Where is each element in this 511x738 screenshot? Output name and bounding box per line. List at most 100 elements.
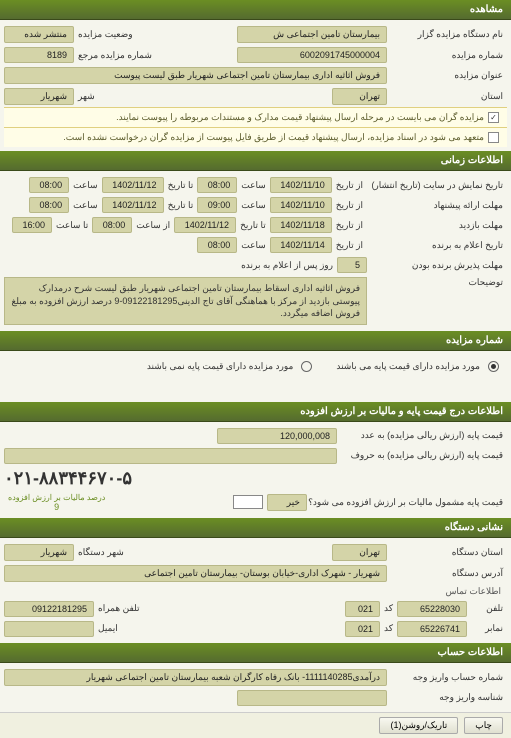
city-label: شهر <box>74 91 99 102</box>
theme-button[interactable]: تاریک/روشن(1) <box>379 717 458 734</box>
radio-opt2[interactable] <box>301 361 312 372</box>
base-num-label: قیمت پایه (ارزش ریالی مزایده) به عدد <box>337 430 507 441</box>
mobile-value: 09122181295 <box>4 601 94 617</box>
r3-h1: 08:00 <box>92 217 132 233</box>
from-date-label3: از تاریخ <box>332 220 367 231</box>
ref-no-label: شماره مزایده مرجع <box>74 50 156 61</box>
ref-no-value: 8189 <box>4 47 74 63</box>
r3-d1: 1402/11/18 <box>270 217 332 233</box>
org-city-label: شهر دستگاه <box>74 547 128 558</box>
section-body-account: شماره حساب واریز وجه درآمدی1111140285- ب… <box>0 663 511 712</box>
base-txt-label: قیمت پایه (ارزش ریالی مزایده) به حروف <box>337 450 507 461</box>
section-body-timing: تاریخ نمایش در سایت (تاریخ انتشار) از تا… <box>0 171 511 331</box>
org-city-value: شهریار <box>4 544 74 561</box>
winner-accept-label: مهلت پذیرش برنده بودن <box>367 260 507 271</box>
org-address-label: آدرس دستگاه <box>387 568 507 579</box>
section-body-partial: مورد مزایده دارای قیمت پایه می باشند مور… <box>0 351 511 402</box>
r2-d1: 1402/11/10 <box>270 197 332 213</box>
section-header-org: نشانی دستگاه <box>0 518 511 538</box>
section-title: مشاهده <box>470 4 503 15</box>
base-num-value: 120,000,008 <box>217 428 337 444</box>
fax-value: 65226741 <box>397 621 467 637</box>
to-date-label3: تا تاریخ <box>236 220 270 231</box>
email-label: ایمیل <box>94 623 122 634</box>
note2-checkbox[interactable] <box>488 132 499 143</box>
from-date-label4: از تاریخ <box>332 240 367 251</box>
r3-d2: 1402/11/12 <box>174 217 236 233</box>
r4-d1: 1402/11/14 <box>270 237 332 253</box>
hour-label3: ساعت <box>237 200 270 211</box>
province-value: تهران <box>332 88 387 105</box>
from-date-label2: از تاریخ <box>332 200 367 211</box>
print-button[interactable]: چاپ <box>464 717 503 734</box>
visit-label: مهلت بازدید <box>367 220 507 231</box>
r1-h2: 08:00 <box>29 177 69 193</box>
organizer-label: نام دستگاه مزایده گزار <box>387 29 507 40</box>
to-date-label2: تا تاریخ <box>164 200 198 211</box>
r5-days: 5 <box>337 257 367 273</box>
radio-opt1[interactable] <box>488 361 499 372</box>
r2-h2: 08:00 <box>29 197 69 213</box>
days-after-label: روز پس از اعلام به برنده <box>237 260 337 271</box>
to-hour-label: تا ساعت <box>52 220 92 231</box>
tender-no-label: شماره مزایده <box>387 50 507 61</box>
r1-d2: 1402/11/12 <box>102 177 164 193</box>
hour-label: ساعت <box>237 180 270 191</box>
hour-label5: ساعت <box>237 240 270 251</box>
vat-extra-box <box>233 495 263 509</box>
radio-opt1-wrap[interactable]: مورد مزایده دارای قیمت پایه می باشند <box>332 361 499 372</box>
section-header-timing: اطلاعات زمانی <box>0 151 511 171</box>
code2-value: 021 <box>345 621 380 637</box>
code1-value: 021 <box>345 601 380 617</box>
r2-h1: 09:00 <box>197 197 237 213</box>
section-title-partial: شماره مزایده <box>446 335 503 346</box>
opt2-label: مورد مزایده دارای قیمت پایه نمی باشند <box>143 361 298 372</box>
from-date-label: از تاریخ <box>332 180 367 191</box>
notify-label: تاریخ اعلام به برنده <box>367 240 507 251</box>
hour-label2: ساعت <box>69 180 102 191</box>
section-body-price: قیمت پایه (ارزش ریالی مزایده) به عدد 120… <box>0 422 511 518</box>
deposit-label: شماره حساب واریز وجه <box>387 672 507 683</box>
page-container: مشاهده نام دستگاه مزایده گزار بیمارستان … <box>0 0 511 738</box>
section-header-price: اطلاعات درج قیمت پایه و مالیات بر ارزش ا… <box>0 402 511 422</box>
tender-no-value: 6002091745000004 <box>237 47 387 63</box>
desc-label: توضیحات <box>367 277 507 288</box>
base-txt-value <box>4 448 337 464</box>
r2-d2: 1402/11/12 <box>102 197 164 213</box>
status-label: وضعیت مزایده <box>74 29 137 40</box>
section-body-info: نام دستگاه مزایده گزار بیمارستان تامین ا… <box>0 20 511 151</box>
vat-q-label: قیمت پایه مشمول مالیات بر ارزش افزوده می… <box>307 497 507 508</box>
section-header-partial: شماره مزایده <box>0 331 511 351</box>
id-label: شناسه واریز وجه <box>387 692 507 703</box>
note-row-2: متعهد می شود در اسناد مزایده، ارسال پیشن… <box>4 127 507 147</box>
from-hour-label: از ساعت <box>132 220 174 231</box>
id-value <box>237 690 387 706</box>
org-address-value: شهریار - شهرک اداری-خیابان بوستان- بیمار… <box>4 565 387 582</box>
contact-sub-header: اطلاعات تماس <box>4 584 507 599</box>
note1-checkbox[interactable]: ✓ <box>488 112 499 123</box>
radio-opt2-wrap[interactable]: مورد مزایده دارای قیمت پایه نمی باشند <box>143 361 313 372</box>
section-header-account: اطلاعات حساب <box>0 643 511 663</box>
org-province-label: استان دستگاه <box>387 547 507 558</box>
mobile-label: تلفن همراه <box>94 603 144 614</box>
section-header-info: مشاهده <box>0 0 511 20</box>
section-title-account: اطلاعات حساب <box>438 647 503 658</box>
code-label2: کد <box>380 623 397 634</box>
section-title-org: نشانی دستگاه <box>445 522 503 533</box>
subject-value: فروش اثاثیه اداری بیمارستان تامین اجتماع… <box>4 67 387 84</box>
proposal-label: مهلت ارائه پیشنهاد <box>367 200 507 211</box>
footer-bar: چاپ تاریک/روشن(1) <box>0 712 511 738</box>
to-date-label: تا تاریخ <box>164 180 198 191</box>
province-label: استان <box>387 91 507 102</box>
organizer-value: بیمارستان تامین اجتماعی ش <box>237 26 387 43</box>
tel-value: 65228030 <box>397 601 467 617</box>
r4-h1: 08:00 <box>197 237 237 253</box>
phone-big: ۰۲۱-۸۸۳۴۴۶۷۰-۵ <box>4 468 132 489</box>
hour-label4: ساعت <box>69 200 102 211</box>
fax-label: نمابر <box>467 623 507 634</box>
r3-h2: 16:00 <box>12 217 52 233</box>
r1-d1: 1402/11/10 <box>270 177 332 193</box>
org-province-value: تهران <box>332 544 387 561</box>
vat-pct-label: درصد مالیات بر ارزش افزوده <box>4 493 109 502</box>
note-row-1: ✓ مزایده گران می بایست در مرحله ارسال پی… <box>4 107 507 127</box>
